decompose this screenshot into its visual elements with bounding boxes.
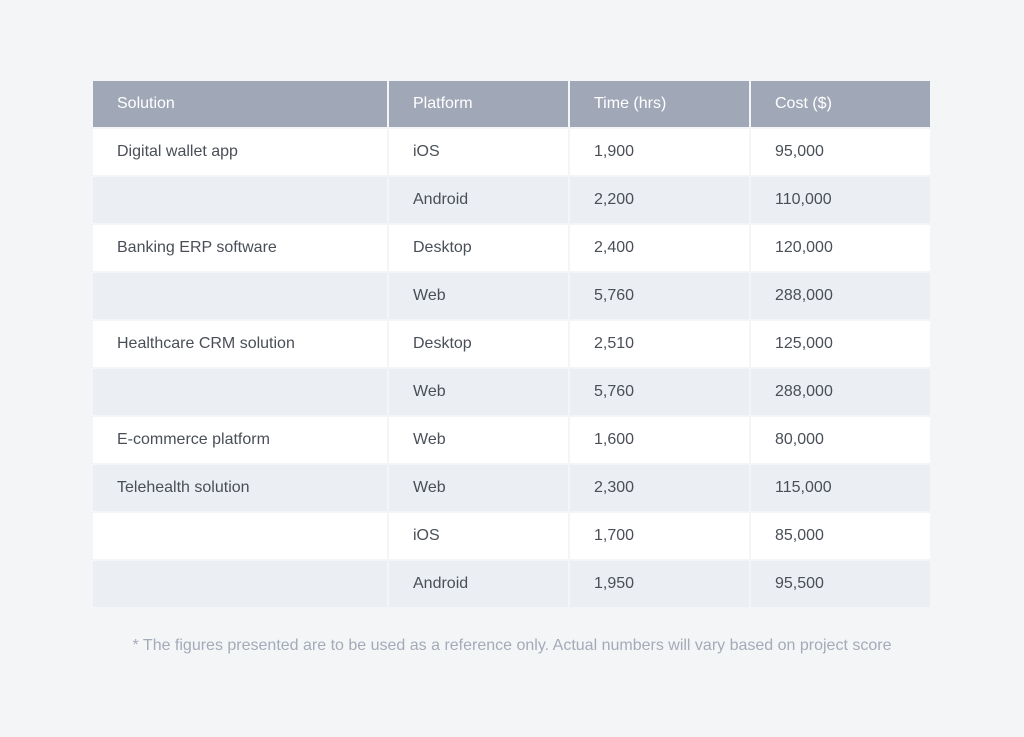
cell-cost: 288,000 xyxy=(751,273,930,319)
header-solution: Solution xyxy=(93,81,387,127)
cell-cost: 120,000 xyxy=(751,225,930,271)
cell-time: 1,700 xyxy=(570,513,749,559)
footnote: * The figures presented are to be used a… xyxy=(132,637,892,654)
cell-cost: 125,000 xyxy=(751,321,930,367)
cost-table: Solution Platform Time (hrs) Cost ($) Di… xyxy=(93,81,930,607)
cell-platform: Android xyxy=(389,177,568,223)
cell-cost: 288,000 xyxy=(751,369,930,415)
cell-time: 2,510 xyxy=(570,321,749,367)
cell-solution: Banking ERP software xyxy=(93,225,387,271)
cell-platform: Desktop xyxy=(389,225,568,271)
cell-platform: iOS xyxy=(389,129,568,175)
cell-cost: 80,000 xyxy=(751,417,930,463)
cell-cost: 115,000 xyxy=(751,465,930,511)
cell-platform: Web xyxy=(389,273,568,319)
header-time: Time (hrs) xyxy=(570,81,749,127)
cell-time: 2,400 xyxy=(570,225,749,271)
cell-cost: 95,500 xyxy=(751,561,930,607)
cell-platform: Web xyxy=(389,465,568,511)
cell-solution xyxy=(93,177,387,223)
cell-time: 2,200 xyxy=(570,177,749,223)
cell-platform: Android xyxy=(389,561,568,607)
cell-platform: iOS xyxy=(389,513,568,559)
cell-time: 5,760 xyxy=(570,273,749,319)
cell-platform: Web xyxy=(389,369,568,415)
cell-time: 5,760 xyxy=(570,369,749,415)
cell-platform: Web xyxy=(389,417,568,463)
cell-time: 2,300 xyxy=(570,465,749,511)
header-platform: Platform xyxy=(389,81,568,127)
cell-solution xyxy=(93,513,387,559)
cell-cost: 95,000 xyxy=(751,129,930,175)
cell-time: 1,600 xyxy=(570,417,749,463)
cell-solution: Digital wallet app xyxy=(93,129,387,175)
cell-platform: Desktop xyxy=(389,321,568,367)
cell-solution: E-commerce platform xyxy=(93,417,387,463)
cell-solution xyxy=(93,561,387,607)
cell-cost: 85,000 xyxy=(751,513,930,559)
header-cost: Cost ($) xyxy=(751,81,930,127)
cell-solution: Healthcare CRM solution xyxy=(93,321,387,367)
cell-solution xyxy=(93,369,387,415)
cell-solution xyxy=(93,273,387,319)
cell-solution: Telehealth solution xyxy=(93,465,387,511)
cell-time: 1,900 xyxy=(570,129,749,175)
cell-time: 1,950 xyxy=(570,561,749,607)
cell-cost: 110,000 xyxy=(751,177,930,223)
